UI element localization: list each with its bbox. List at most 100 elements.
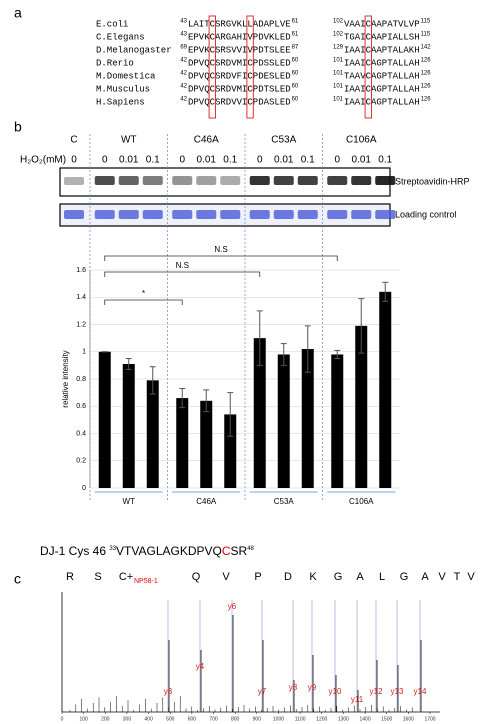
bracket: [104, 271, 261, 277]
x-tick-label: 900: [253, 716, 262, 722]
position: 61: [292, 32, 299, 38]
x-tick-label: WT: [123, 497, 136, 506]
lane-label: C: [70, 135, 77, 146]
x-tick-label: 600: [188, 716, 197, 722]
sequence: DPVQCSRDVMICPDTSLED: [188, 84, 291, 94]
bar: [277, 354, 290, 488]
species: D.Melanogaster: [96, 45, 172, 55]
ion-label: y9: [308, 683, 317, 692]
ion-label: y3: [164, 687, 173, 696]
position: 126: [421, 58, 432, 64]
sequence: VAAICAAPATVLVP: [344, 19, 420, 29]
annotation: *: [142, 289, 145, 298]
ion-label: y12: [370, 687, 383, 696]
sequence: DPVQCSRDVVICPDASLED: [188, 97, 291, 107]
annotation: N.S: [214, 245, 227, 254]
y-tick-label: 1: [82, 349, 86, 356]
position: 101: [333, 97, 344, 103]
lane-label: WT: [121, 135, 137, 146]
ion-label: y7: [258, 687, 267, 696]
conc-label: 0: [179, 155, 185, 166]
species: H.Sapiens: [96, 97, 145, 107]
y-tick-label: 0: [82, 485, 86, 492]
x-tick-label: 1100: [295, 716, 306, 722]
conc-label: 0.01: [197, 155, 217, 166]
ion-label: y14: [414, 687, 427, 696]
sequence: IAAICAGPTALLAH: [344, 97, 420, 107]
band: [118, 210, 139, 219]
x-tick-label: 300: [123, 716, 132, 722]
residue: C+: [119, 571, 133, 583]
position: 101: [333, 71, 344, 77]
position: 42: [180, 97, 187, 103]
bracket: [104, 299, 183, 305]
panel-label: a: [14, 5, 22, 21]
sequence: DPVQCSRDVFICPDESLED: [188, 71, 291, 81]
bar: [98, 351, 111, 488]
ion-label: y10: [329, 687, 342, 696]
position: 60: [292, 97, 299, 103]
band: [64, 177, 84, 185]
x-tick-label: 700: [209, 716, 218, 722]
bar: [200, 400, 213, 488]
band: [94, 210, 115, 219]
band: [64, 210, 84, 219]
sequence: DPVQCSRDVMICPDSSLED: [188, 58, 291, 68]
x-tick-label: C53A: [274, 497, 295, 506]
band: [220, 210, 241, 219]
band: [273, 176, 294, 185]
bar: [146, 380, 159, 488]
position: 102: [333, 19, 344, 25]
x-tick-label: 1400: [359, 716, 370, 722]
y-tick-label: 0.6: [76, 403, 86, 410]
band: [220, 176, 241, 185]
band: [297, 176, 318, 185]
residue: Q: [192, 571, 201, 583]
residue: V: [222, 571, 230, 583]
highlight-box: [246, 15, 254, 119]
band: [375, 210, 396, 219]
ion-label: y6: [228, 602, 237, 611]
band: [118, 176, 139, 185]
ion-label: y8: [289, 683, 298, 692]
position: 142: [421, 45, 432, 51]
x-tick-label: 400: [144, 716, 153, 722]
band: [249, 176, 270, 185]
x-tick-label: 0: [61, 716, 64, 722]
position: 129: [333, 45, 344, 51]
band: [142, 210, 163, 219]
residue: L: [379, 571, 385, 583]
x-tick-label: 1600: [403, 716, 414, 722]
x-tick-label: 1300: [338, 716, 349, 722]
x-tick-label: C46A: [196, 497, 217, 506]
x-tick-label: 100: [79, 716, 88, 722]
y-tick-label: 0.4: [76, 430, 86, 437]
y-tick-label: 0.2: [76, 458, 86, 465]
position: 101: [333, 58, 344, 64]
band: [172, 176, 193, 185]
x-tick-label: 1700: [424, 716, 435, 722]
band: [327, 176, 348, 185]
conc-label: 0.01: [352, 155, 372, 166]
x-tick-label: 1200: [316, 716, 327, 722]
bar: [331, 354, 344, 488]
position: 43: [180, 32, 187, 38]
band: [297, 210, 318, 219]
sequence: IAAICAGPTALLAH: [344, 58, 420, 68]
x-tick-label: 1000: [273, 716, 284, 722]
x-tick-label: C106A: [349, 497, 374, 506]
bar: [224, 414, 237, 488]
species: M.Musculus: [96, 84, 150, 94]
y-axis-label: relative intensity: [61, 350, 70, 407]
band: [327, 210, 348, 219]
band: [351, 210, 372, 219]
panel-label: b: [14, 119, 22, 135]
residue: G: [400, 571, 409, 583]
sequence: TAAVCAGPTALLAH: [344, 71, 420, 81]
residue: P: [254, 571, 261, 583]
residue: T: [454, 571, 461, 583]
sequence: IAAICAAPTALAKH: [344, 45, 420, 55]
ion-label: y13: [391, 687, 404, 696]
species: M.Domestica: [96, 71, 156, 81]
y-tick-label: 1.6: [76, 267, 86, 274]
